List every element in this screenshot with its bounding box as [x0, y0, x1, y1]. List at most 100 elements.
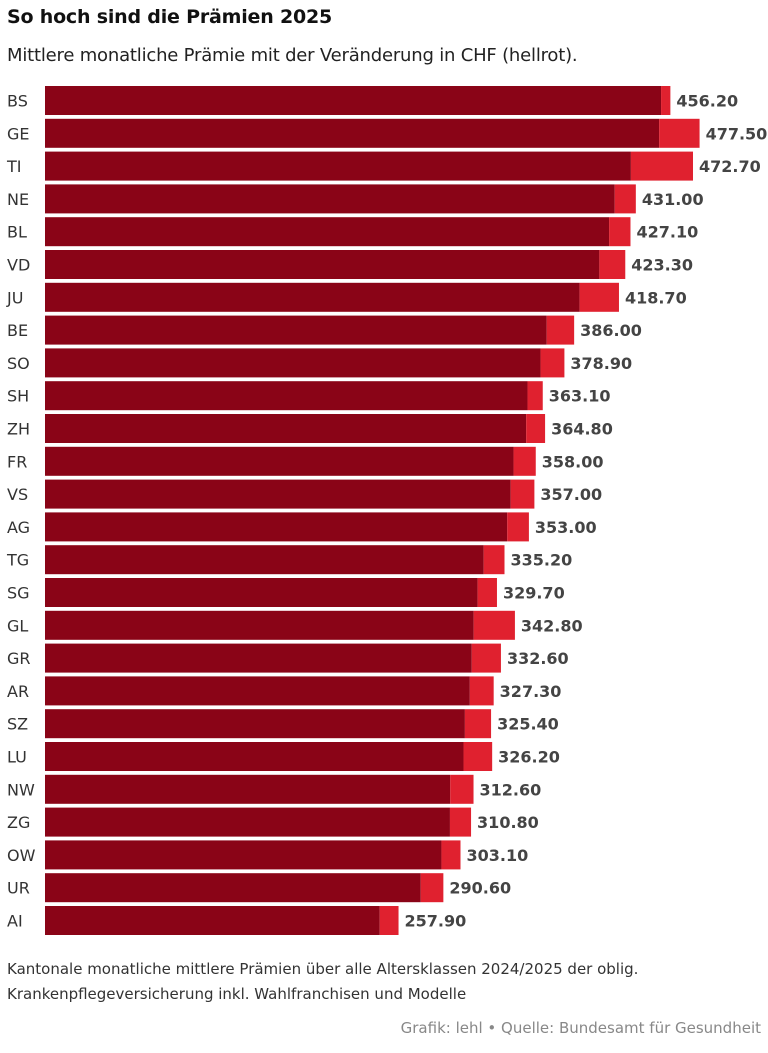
category-label: BS [7, 92, 28, 111]
value-label: 342.80 [521, 616, 583, 635]
bar-change-so [540, 348, 565, 378]
bar-change-tg [483, 545, 505, 575]
bar-base-ti [45, 151, 631, 181]
bar-change-ge [659, 118, 700, 148]
category-label: TI [6, 157, 22, 176]
bar-change-zh [526, 414, 546, 443]
bar-change-sz [464, 709, 492, 739]
value-label: 358.00 [542, 452, 604, 471]
bar-base-be [45, 315, 547, 345]
value-label: 310.80 [477, 813, 539, 832]
category-label: SO [7, 354, 30, 373]
bar-change-nw [450, 774, 474, 804]
category-label: BE [7, 321, 28, 340]
bar-base-ar [45, 676, 470, 706]
bar-change-vs [510, 479, 535, 509]
bar-change-zg [449, 807, 472, 837]
value-label: 335.20 [511, 551, 573, 570]
bar-change-ow [441, 840, 461, 870]
bar-base-nw [45, 774, 451, 804]
value-label: 303.10 [466, 846, 528, 865]
category-label: SG [7, 584, 30, 603]
bar-base-zg [45, 807, 450, 837]
bar-change-ti [630, 151, 693, 181]
category-label: VD [7, 256, 30, 275]
bar-base-vd [45, 250, 600, 279]
bar-change-ai [379, 906, 399, 935]
value-label: 477.50 [706, 124, 768, 143]
bar-base-ai [45, 906, 380, 935]
value-label: 472.70 [699, 157, 761, 176]
category-label: LU [7, 748, 27, 767]
value-label: 357.00 [540, 485, 602, 504]
bar-base-gr [45, 643, 472, 673]
bar-change-ju [579, 282, 619, 312]
bar-change-fr [513, 446, 536, 476]
bar-change-be [546, 315, 575, 345]
value-label: 312.60 [480, 780, 542, 799]
value-label: 378.90 [570, 354, 632, 373]
value-label: 290.60 [449, 879, 511, 898]
bar-base-bs [45, 86, 662, 115]
category-label: AI [7, 912, 23, 931]
value-label: 325.40 [497, 715, 559, 734]
chart-subtitle: Mittlere monatliche Prämie mit der Verän… [7, 45, 578, 66]
bar-base-tg [45, 545, 484, 575]
bar-change-sg [477, 578, 497, 607]
category-label: GE [7, 124, 30, 143]
category-label: NW [7, 780, 35, 799]
value-label: 329.70 [503, 584, 565, 603]
bar-change-lu [463, 742, 493, 771]
category-label: SZ [7, 715, 28, 734]
category-label: ZG [7, 813, 30, 832]
category-label: VS [7, 485, 28, 504]
category-label: ZH [7, 420, 30, 439]
category-label: UR [7, 879, 30, 898]
bar-change-bs [661, 86, 671, 115]
chart-title: So hoch sind die Prämien 2025 [7, 6, 333, 28]
value-label: 423.30 [631, 256, 693, 275]
value-label: 431.00 [642, 190, 704, 209]
bar-base-ow [45, 840, 442, 870]
category-label: BL [7, 223, 27, 242]
bar-change-sh [527, 381, 543, 411]
value-label: 332.60 [507, 649, 569, 668]
value-label: 353.00 [535, 518, 597, 537]
bar-base-ju [45, 282, 580, 312]
footnote: Kantonale monatliche mittlere Prämien üb… [7, 960, 639, 1003]
value-label: 363.10 [549, 387, 611, 406]
bar-base-ur [45, 873, 421, 903]
value-label: 327.30 [500, 682, 562, 701]
bar-base-gl [45, 610, 474, 640]
value-label: 456.20 [676, 92, 738, 111]
bar-base-lu [45, 742, 464, 771]
source-credit: Grafik: lehl • Quelle: Bundesamt für Ges… [400, 1019, 761, 1037]
bar-base-ag [45, 512, 508, 542]
category-label: AG [7, 518, 30, 537]
bar-base-so [45, 348, 541, 378]
bar-base-zh [45, 414, 527, 443]
value-label: 364.80 [551, 420, 613, 439]
bar-base-sz [45, 709, 465, 739]
bar-change-ar [469, 676, 494, 706]
value-label: 427.10 [636, 223, 698, 242]
bar-base-fr [45, 446, 514, 476]
bar-change-ne [614, 184, 636, 214]
bar-change-ag [507, 512, 529, 542]
bar-change-bl [609, 217, 631, 247]
bar-change-ur [420, 873, 444, 903]
bar-change-vd [599, 250, 626, 279]
category-label: AR [7, 682, 29, 701]
bar-base-sh [45, 381, 528, 411]
category-label: NE [7, 190, 29, 209]
category-label: TG [6, 551, 29, 570]
category-label: OW [7, 846, 36, 865]
bar-base-bl [45, 217, 610, 247]
category-label: JU [6, 288, 23, 307]
category-label: SH [7, 387, 29, 406]
bar-base-sg [45, 578, 478, 607]
value-label: 386.00 [580, 321, 642, 340]
category-label: FR [7, 452, 27, 471]
value-label: 257.90 [405, 912, 467, 931]
value-label: 326.20 [498, 748, 560, 767]
